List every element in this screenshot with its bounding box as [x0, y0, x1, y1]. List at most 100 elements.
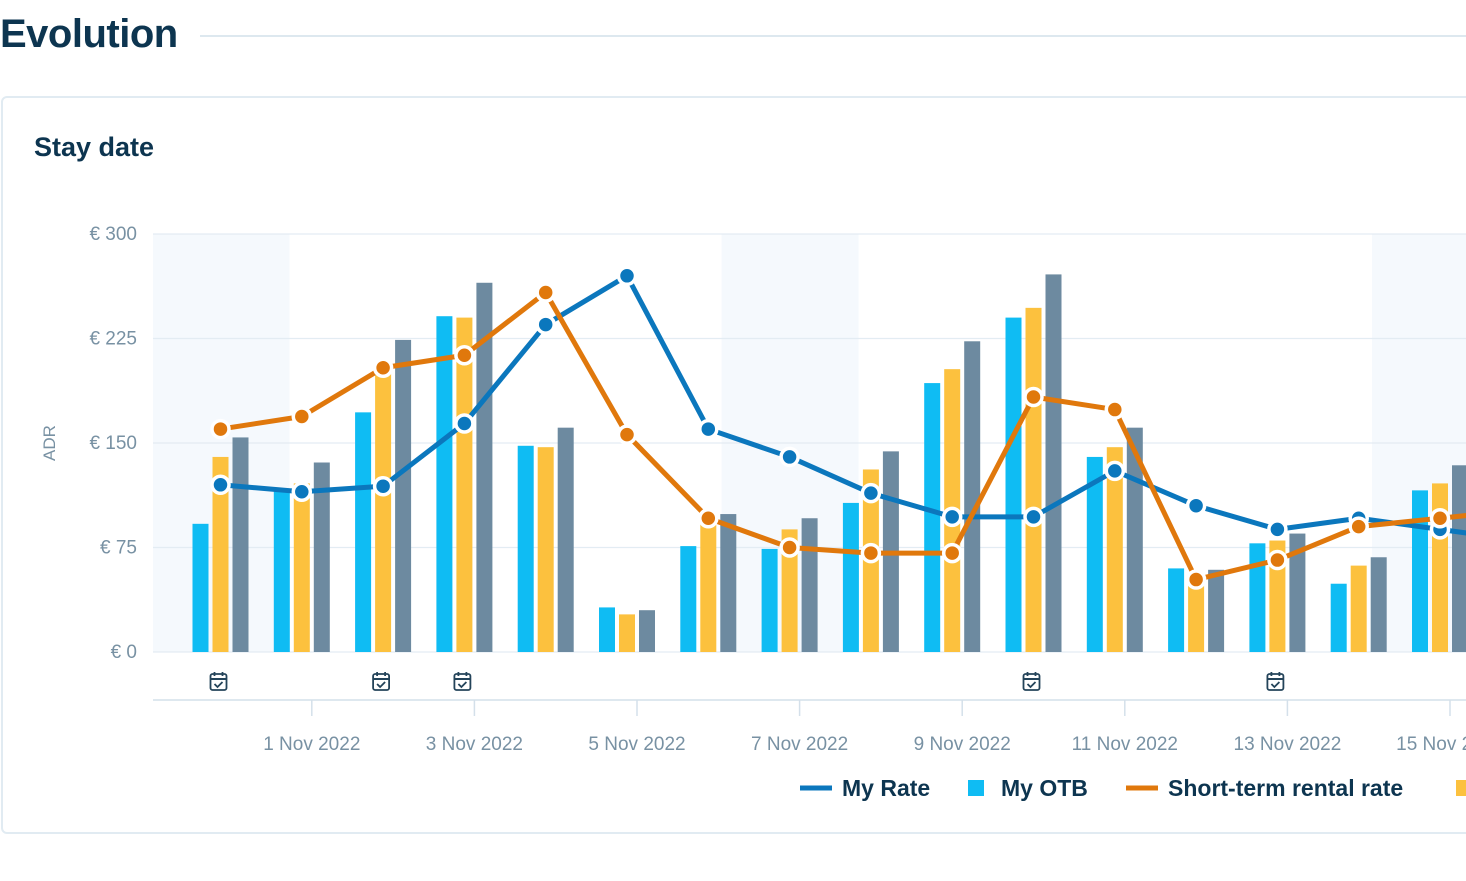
bar-s1-7 — [781, 529, 798, 652]
y-tick-label: € 75 — [100, 538, 137, 559]
y-tick-label: € 0 — [111, 642, 137, 663]
bar-s2-9 — [964, 341, 981, 652]
legend-label: Short-term rental rate — [1168, 775, 1403, 801]
bar-s1-0 — [212, 456, 229, 652]
bar-s0-10 — [1005, 317, 1022, 652]
bar-s0-15 — [1412, 490, 1428, 652]
calendar-icon-frame — [372, 673, 391, 691]
bar-s0-0 — [192, 523, 209, 652]
bar-s1-3 — [456, 317, 473, 652]
bar-s1-4 — [537, 447, 554, 652]
line-point-s1-9 — [941, 542, 963, 564]
line-point-s1-15 — [1429, 507, 1451, 529]
calendar-icon — [372, 672, 391, 691]
calendar-icon-check — [457, 681, 468, 689]
line-point-s1-14 — [1348, 516, 1369, 537]
bar-s0-1 — [273, 490, 290, 652]
bar-s1-1 — [293, 483, 310, 652]
section-divider — [200, 35, 1466, 37]
line-point-s0-13 — [1267, 519, 1288, 540]
line-point-s0-5 — [616, 265, 638, 287]
line-point-s0-8 — [860, 482, 882, 504]
line-point-s1-4 — [535, 282, 556, 303]
section-header: Evolution — [0, 0, 1466, 72]
x-tick-label: 13 Nov 2022 — [1234, 734, 1342, 755]
line-point-s0-0 — [210, 474, 231, 496]
legend-item: Short-term rental rate — [1126, 775, 1403, 801]
bar-s0-9 — [924, 383, 941, 652]
bar-s2-14 — [1370, 557, 1387, 652]
y-axis-title: ADR — [40, 425, 59, 461]
line-point-s0-3 — [454, 413, 475, 434]
line-point-s1-2 — [372, 357, 394, 379]
line-point-s0-12 — [1185, 495, 1207, 516]
legend-item: My Rate — [800, 775, 930, 801]
bar-s2-15 — [1452, 465, 1466, 652]
calendar-icon — [209, 672, 228, 691]
bar-s2-3 — [476, 282, 493, 652]
bar-s2-6 — [720, 514, 737, 652]
calendar-icon — [453, 672, 472, 691]
calendar-icon-frame — [453, 673, 472, 691]
x-tick-label: 11 Nov 2022 — [1072, 734, 1178, 755]
line-point-s0-2 — [372, 475, 394, 497]
bar-s1-14 — [1350, 565, 1367, 652]
legend-label: My OTB — [1001, 775, 1088, 801]
bar-s2-12 — [1208, 569, 1225, 652]
line-point-s0-9 — [941, 506, 963, 528]
bar-s0-4 — [517, 445, 534, 652]
legend-label: My Rate — [842, 775, 930, 801]
line-point-s0-1 — [291, 481, 313, 503]
bar-s2-2 — [395, 339, 412, 652]
line-point-s0-6 — [698, 418, 719, 440]
x-tick-label: 7 Nov 2022 — [751, 734, 848, 755]
bar-s1-6 — [700, 522, 717, 652]
bar-s1-5 — [619, 614, 635, 652]
line-point-s1-5 — [616, 424, 638, 445]
line-point-s1-10 — [1023, 386, 1044, 408]
line-point-s0-7 — [779, 446, 800, 468]
line-point-s1-3 — [454, 344, 475, 366]
x-tick-label: 5 Nov 2022 — [588, 734, 685, 755]
bar-s2-1 — [313, 462, 330, 652]
section-title: Evolution — [0, 12, 178, 56]
bar-s2-5 — [639, 610, 655, 652]
bar-s0-3 — [436, 316, 453, 652]
x-tick-label: 3 Nov 2022 — [426, 734, 523, 755]
bar-s0-2 — [355, 412, 372, 652]
bar-s0-11 — [1086, 456, 1103, 652]
legend-item — [1456, 780, 1466, 796]
line-point-s1-8 — [860, 542, 882, 564]
bar-s2-7 — [801, 518, 818, 652]
calendar-icon-check — [1026, 681, 1037, 689]
bar-s0-12 — [1168, 568, 1185, 652]
y-tick-label: € 225 — [89, 329, 137, 350]
calendar-icon-frame — [209, 673, 228, 691]
line-point-s1-12 — [1185, 569, 1207, 590]
bar-s0-13 — [1249, 543, 1266, 652]
bar-s0-8 — [842, 502, 859, 652]
chart-legend: My Rate My OTB Short-term rental rate — [800, 775, 1466, 801]
legend-square-swatch — [1456, 780, 1466, 796]
chart-root: € 0 € 75 € 150 € 225 € 300 ADR 1 Nov 2022 3 Nov… — [40, 224, 1466, 801]
bar-s1-2 — [375, 371, 392, 652]
line-point-s1-6 — [698, 507, 719, 529]
x-tick-label: 1 Nov 2022 — [263, 734, 360, 755]
bar-s0-7 — [761, 548, 778, 652]
bar-s2-13 — [1289, 533, 1306, 652]
bar-s2-0 — [232, 437, 249, 652]
calendar-icon-check — [1270, 681, 1281, 689]
calendar-icon-frame — [1022, 673, 1041, 691]
line-point-s1-13 — [1267, 549, 1288, 571]
bar-s0-5 — [599, 607, 615, 652]
line-point-s0-11 — [1104, 460, 1126, 482]
legend-item: My OTB — [968, 775, 1088, 801]
calendar-icon — [1022, 672, 1041, 691]
line-point-s0-10 — [1023, 506, 1044, 528]
line-point-s1-0 — [210, 418, 231, 440]
card-title: Stay date — [34, 132, 155, 162]
calendar-icon-check — [376, 681, 386, 689]
calendar-icon — [1266, 672, 1285, 691]
bar-s0-14 — [1330, 583, 1347, 652]
